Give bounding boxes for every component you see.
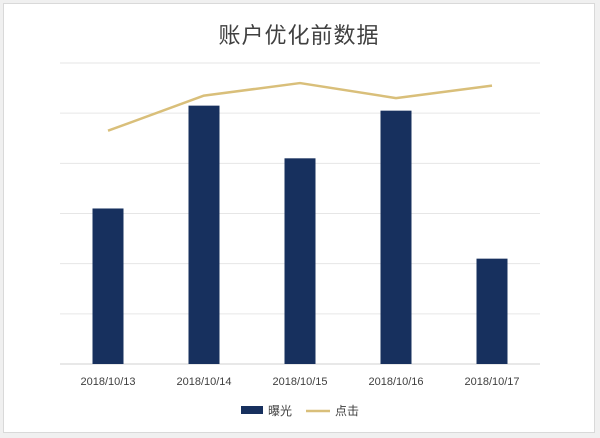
- bar-曝光: [380, 110, 412, 365]
- x-tick-label: 2018/10/13: [80, 376, 135, 388]
- line-点击: [107, 81, 493, 132]
- bar-曝光: [188, 105, 220, 365]
- legend-bar-label: 曝光: [268, 404, 292, 418]
- bar-曝光: [284, 158, 316, 364]
- x-tick-label: 2018/10/17: [464, 376, 519, 388]
- legend-line-label: 点击: [335, 404, 359, 418]
- x-tick-label: 2018/10/14: [176, 376, 231, 388]
- bar-曝光: [92, 208, 124, 364]
- x-tick-label: 2018/10/15: [272, 376, 327, 388]
- legend-bar-swatch: [241, 406, 263, 414]
- chart-title: 账户优化前数据: [218, 24, 380, 49]
- x-tick-label: 2018/10/16: [368, 376, 423, 388]
- bar-曝光: [476, 258, 508, 364]
